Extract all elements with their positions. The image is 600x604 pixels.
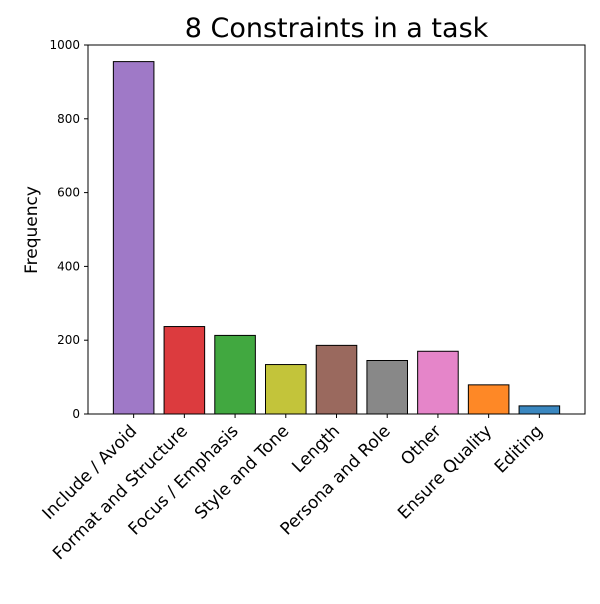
bar — [417, 350, 459, 415]
chart-title: 8 Constraints in a task — [185, 13, 489, 44]
y-tick-label: 800 — [57, 112, 80, 126]
bar — [467, 384, 510, 415]
bar — [112, 61, 155, 415]
bar — [214, 334, 256, 415]
bar — [265, 364, 307, 415]
y-tick-label: 200 — [57, 333, 80, 347]
y-tick-label: 0 — [72, 407, 80, 421]
bar-series — [112, 61, 561, 415]
bar — [518, 405, 561, 415]
plot-area-frame — [87, 44, 586, 415]
y-axis-label: Frequency — [22, 186, 42, 274]
y-tick-label: 600 — [57, 186, 80, 200]
y-tick-label: 400 — [57, 259, 80, 273]
y-axis: 0 200 400 600 800 1000 — [49, 38, 88, 421]
bar — [315, 344, 358, 415]
bar — [163, 326, 206, 415]
y-tick-label: 1000 — [49, 38, 80, 52]
bar — [366, 359, 408, 415]
